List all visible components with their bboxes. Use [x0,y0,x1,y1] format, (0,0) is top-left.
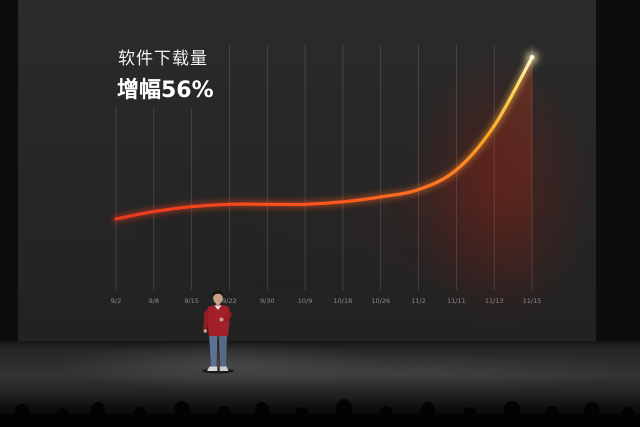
presenter-right-shoe [219,366,229,371]
audience-head [545,406,559,422]
audience-silhouettes [0,399,640,427]
x-tick-label: 10/26 [371,297,390,305]
presenter-shadow [202,368,234,374]
series-area-fill [116,57,532,290]
chart-x-tick-labels: 9/2 9/8 9/15 9/22 9/30 10/9 10/18 10/26 11/2 11/1… [111,297,542,305]
audience-head [420,402,436,420]
presenter-left-leg [209,334,218,367]
audience-head [463,407,477,423]
x-tick-label: 10/18 [334,297,353,305]
presenter-shirt-collar [214,305,222,310]
x-tick-label: 10/9 [298,297,313,305]
stage-spotlight-wide [200,352,640,392]
audience-head [379,406,393,422]
x-tick-label: 9/30 [260,297,275,305]
presenter-left-shoe [207,366,218,371]
presenter [202,290,234,374]
presenter-right-hand [219,317,224,322]
audience-head [14,404,30,422]
presenter-head [213,292,223,304]
presenter-sweater [207,305,230,336]
presenter-left-arm [203,308,209,330]
audience-head [336,399,352,419]
presenter-right-arm [222,308,232,322]
x-tick-label: 9/15 [184,297,199,305]
audience-head [90,402,106,420]
audience-head [55,408,69,424]
audience-head [295,407,309,423]
series-end-point [529,54,535,60]
presenter-left-hand [203,329,208,333]
presenter-hair [212,290,224,297]
chart-subtitle: 增幅56% [117,77,214,103]
x-tick-label: 11/15 [523,297,542,305]
x-tick-label: 9/2 [111,297,121,305]
x-tick-label: 11/2 [411,297,426,305]
download-chart: 9/2 9/8 9/15 9/22 9/30 10/9 10/18 10/26 11/2 11/1… [111,45,593,330]
audience-head [217,406,231,422]
x-tick-label: 9/22 [222,297,237,305]
audience-head [621,407,635,423]
x-tick-label: 11/11 [447,297,466,305]
audience-head [504,401,520,419]
audience-head [174,401,190,419]
audience-head [133,407,147,423]
series-line [114,55,534,221]
audience-head [584,402,600,420]
chart-title: 软件下载量 [118,49,208,69]
x-tick-label: 11/13 [485,297,504,305]
presenter-right-leg [218,334,227,367]
x-tick-label: 9/8 [149,297,159,305]
audience-base [0,414,640,427]
audience-head [254,402,270,420]
